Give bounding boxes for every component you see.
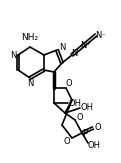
Text: N⁻: N⁻ [96, 30, 106, 39]
Text: N: N [10, 51, 16, 59]
Text: N: N [71, 50, 77, 59]
Text: O: O [66, 79, 72, 88]
Text: OH: OH [68, 98, 82, 108]
Text: N⁺: N⁺ [81, 40, 91, 50]
Text: O: O [64, 136, 70, 146]
Text: N: N [59, 44, 65, 52]
Text: O: O [77, 112, 83, 121]
Text: NH₂: NH₂ [21, 32, 39, 42]
Text: P: P [82, 128, 88, 138]
Text: O: O [95, 124, 101, 133]
Text: N: N [27, 80, 33, 89]
Text: OH: OH [80, 104, 94, 112]
Text: OH: OH [87, 141, 101, 149]
